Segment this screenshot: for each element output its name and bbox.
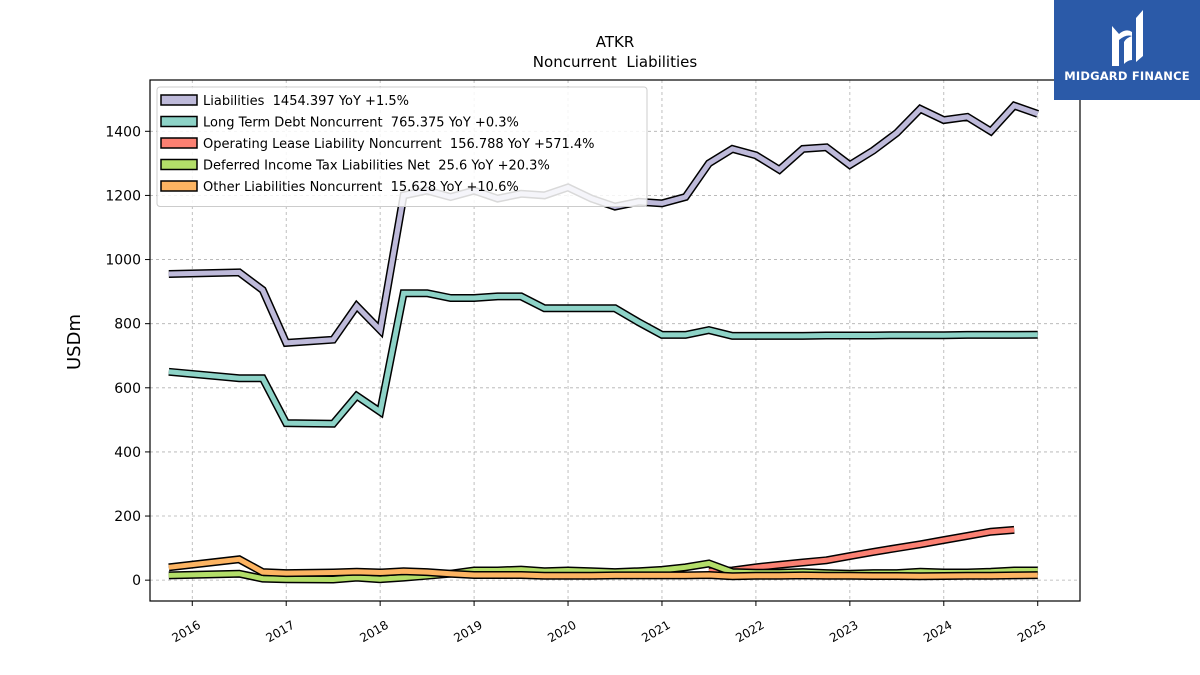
chart-title: ATKR [596,33,635,51]
x-tick-label: 2024 [921,618,954,645]
x-tick-label: 2016 [170,618,203,645]
x-tick-label: 2019 [451,618,484,645]
series-lines [168,100,1040,584]
legend-box [156,86,648,207]
y-tick-label: 600 [114,381,141,397]
y-tick-label: 400 [114,445,141,461]
legend-entry-label: Liabilities 1454.397 YoY +1.5% [203,94,409,109]
series-outline-long-term-debt-noncurrent [168,289,1038,428]
chart-subtitle: Noncurrent Liabilities [533,53,698,71]
legend-entry-label: Operating Lease Liability Noncurrent 156… [203,137,595,152]
x-tick-label: 2017 [263,618,296,645]
legend: Liabilities 1454.397 YoY +1.5% Long Term … [156,86,648,207]
series-line-long-term-debt-noncurrent [168,290,1038,427]
plot-area-frame [149,79,1081,602]
legend-swatch [160,94,198,106]
legend-entry-label: Other Liabilities Noncurrent 15.628 YoY … [203,180,519,195]
legend-entry-label: Deferred Income Tax Liabilities Net 25.6… [203,159,550,174]
y-tick-label: 1000 [105,253,141,269]
y-tick-label: 800 [114,317,141,333]
y-tick-label: 1400 [105,124,141,140]
y-tick-label: 200 [114,509,141,525]
series-line-other-liabilities-noncurrent [168,556,1038,579]
x-tick-label: 2020 [545,618,578,645]
y-tick-label: 1200 [105,188,141,204]
legend-entry-label: Long Term Debt Noncurrent 765.375 YoY +0… [203,116,519,131]
legend-swatch [160,137,198,149]
x-tick-label: 2022 [733,618,766,645]
brand-name: MIDGARD FINANCE [1064,69,1190,83]
x-tick-label: 2021 [639,618,672,645]
brand-logo: MIDGARD FINANCE [1054,0,1200,100]
x-tick-label: 2025 [1015,618,1048,645]
y-tick-label: 0 [132,573,141,589]
y-axis-label: USDm [64,314,85,370]
x-tick-label: 2018 [357,618,390,645]
brand-mark-icon [1112,10,1143,66]
legend-swatch [160,115,198,128]
legend-swatch [160,158,198,171]
x-tick-label: 2023 [827,618,860,645]
legend-swatch [160,180,198,192]
series-line-operating-lease-liability-noncurrent [708,527,1015,574]
